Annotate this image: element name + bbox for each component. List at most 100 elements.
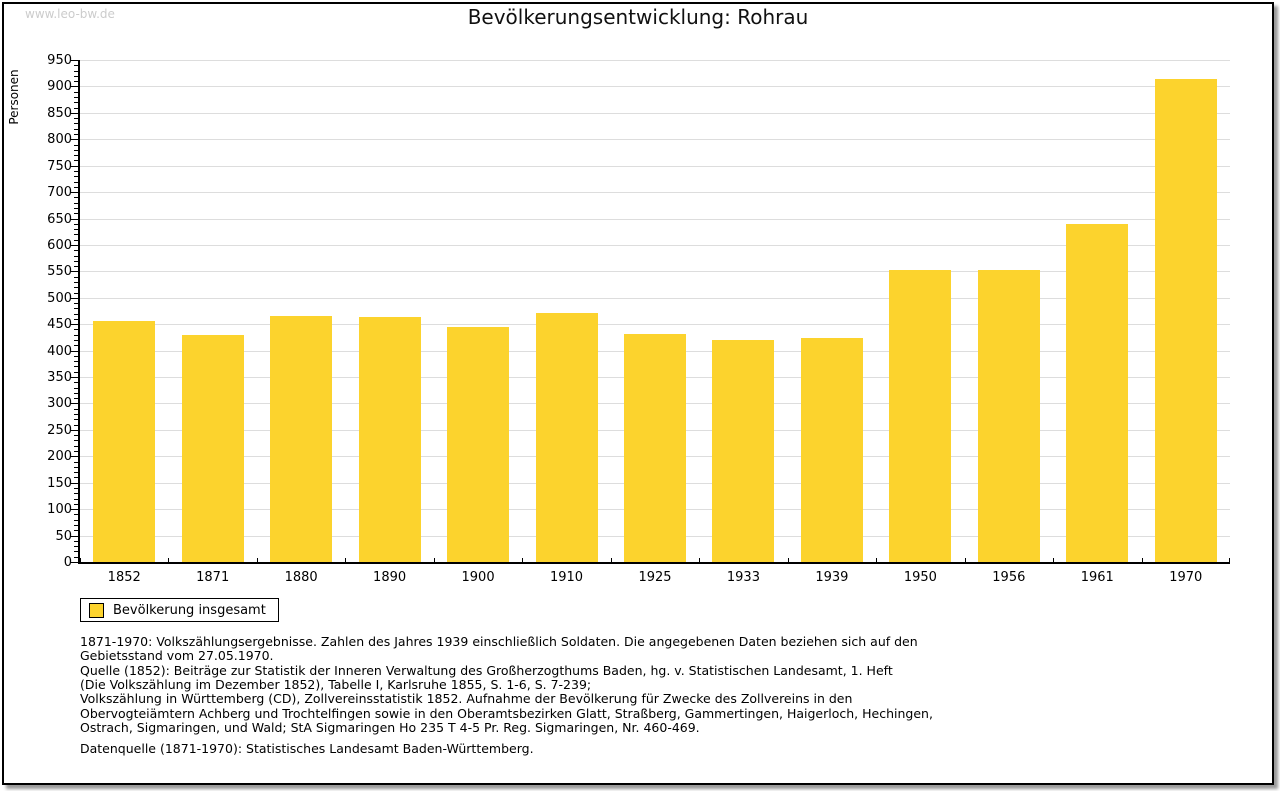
x-boundary-tick <box>1141 558 1143 562</box>
y-minor-tick <box>74 530 78 532</box>
gridline <box>80 324 1230 326</box>
y-minor-tick <box>74 308 78 310</box>
data-source-line: Datenquelle (1871-1970): Statistisches L… <box>80 741 534 756</box>
x-tick-label: 1910 <box>549 570 584 585</box>
legend-label: Bevölkerung insgesamt <box>113 602 266 618</box>
chart-footnote: 1871-1970: Volkszählungsergebnisse. Zahl… <box>80 634 933 735</box>
y-major-tick <box>71 562 78 563</box>
y-minor-tick <box>74 424 78 426</box>
y-minor-tick <box>74 234 78 236</box>
y-major-tick <box>71 165 78 167</box>
y-minor-tick <box>74 392 78 394</box>
y-minor-tick <box>74 229 78 231</box>
x-tick-label: 1925 <box>638 570 672 585</box>
y-minor-tick <box>74 255 78 257</box>
footnote-line: Gebietsstand vom 27.05.1970. <box>80 648 274 664</box>
y-minor-tick <box>74 202 78 204</box>
y-tick-label: 600 <box>47 237 72 253</box>
y-major-tick <box>71 271 78 273</box>
x-tick-label: 1852 <box>107 570 141 585</box>
chart-title: Bevölkerungsentwicklung: Rohrau <box>467 5 809 29</box>
y-minor-tick <box>74 213 78 215</box>
y-tick-label: 950 <box>47 53 72 68</box>
bar <box>1066 224 1129 562</box>
x-boundary-tick <box>168 558 170 562</box>
gridline <box>80 86 1230 88</box>
y-major-tick <box>71 139 78 141</box>
y-tick-label: 350 <box>47 370 72 386</box>
x-boundary-tick <box>1229 558 1230 562</box>
y-minor-tick <box>74 540 78 542</box>
y-minor-tick <box>74 266 78 268</box>
y-minor-tick <box>74 186 78 188</box>
bar <box>889 270 952 562</box>
y-minor-tick <box>74 155 78 157</box>
bar <box>93 320 156 562</box>
y-major-tick <box>71 535 78 537</box>
y-minor-tick <box>74 398 78 400</box>
gridline <box>80 192 1230 194</box>
y-tick-label: 850 <box>47 105 72 121</box>
plot-area: 0 50 100 150 200 250 300 350 400 450 500 550 600 650 7… <box>47 53 1230 585</box>
bar <box>447 326 510 562</box>
x-boundary-tick <box>345 558 347 562</box>
y-minor-tick <box>74 371 78 373</box>
gridline <box>80 165 1230 167</box>
y-minor-tick <box>74 176 78 178</box>
y-major-tick <box>71 482 78 484</box>
y-minor-tick <box>74 498 78 500</box>
y-minor-tick <box>74 160 78 162</box>
gridline <box>80 218 1230 220</box>
y-minor-tick <box>74 451 78 453</box>
y-minor-tick <box>74 387 78 389</box>
y-minor-tick <box>74 366 78 368</box>
y-minor-tick <box>74 144 78 146</box>
y-minor-tick <box>74 355 78 357</box>
y-major-tick <box>71 60 78 61</box>
y-major-tick <box>71 350 78 352</box>
y-major-tick <box>71 112 78 114</box>
y-minor-tick <box>74 197 78 199</box>
footnote-line: Obervogteiämtern Achberg und Trochtelfin… <box>80 705 933 721</box>
y-minor-tick <box>74 133 78 135</box>
y-major-tick <box>71 86 78 88</box>
y-minor-tick <box>74 276 78 278</box>
watermark: www.leo-bw.de <box>25 7 115 21</box>
y-minor-tick <box>74 250 78 252</box>
y-minor-tick <box>74 408 78 410</box>
y-minor-tick <box>74 419 78 421</box>
y-tick-label: 800 <box>47 132 72 148</box>
y-tick-label: 0 <box>63 555 72 570</box>
y-minor-tick <box>74 329 78 331</box>
y-minor-tick <box>74 334 78 336</box>
x-tick-label: 1950 <box>903 570 937 585</box>
y-tick-label: 450 <box>47 317 72 333</box>
y-minor-tick <box>74 361 78 363</box>
y-minor-tick <box>74 128 78 130</box>
y-minor-tick <box>74 488 78 490</box>
bar <box>270 316 333 562</box>
y-minor-tick <box>74 556 78 558</box>
y-minor-tick <box>74 340 78 342</box>
x-boundary-tick <box>80 558 81 562</box>
y-minor-tick <box>74 525 78 526</box>
footnote-line: Ostrach, Sigmaringen, und Wald; StA Sigm… <box>80 719 700 735</box>
x-boundary-tick <box>1053 558 1055 562</box>
y-minor-tick <box>74 96 78 98</box>
y-minor-tick <box>74 313 78 315</box>
y-minor-tick <box>74 239 78 241</box>
x-boundary-tick <box>256 558 258 562</box>
y-minor-tick <box>74 102 78 104</box>
y-minor-tick <box>74 445 78 447</box>
gridline <box>80 244 1230 246</box>
y-tick-label: 300 <box>47 396 72 412</box>
bar <box>712 340 775 562</box>
y-minor-tick <box>74 318 78 320</box>
y-minor-tick <box>74 149 78 151</box>
y-tick-label: 750 <box>47 158 72 174</box>
y-minor-tick <box>74 223 78 225</box>
y-minor-tick <box>74 493 78 495</box>
gridline <box>80 112 1230 114</box>
y-minor-tick <box>74 546 78 548</box>
